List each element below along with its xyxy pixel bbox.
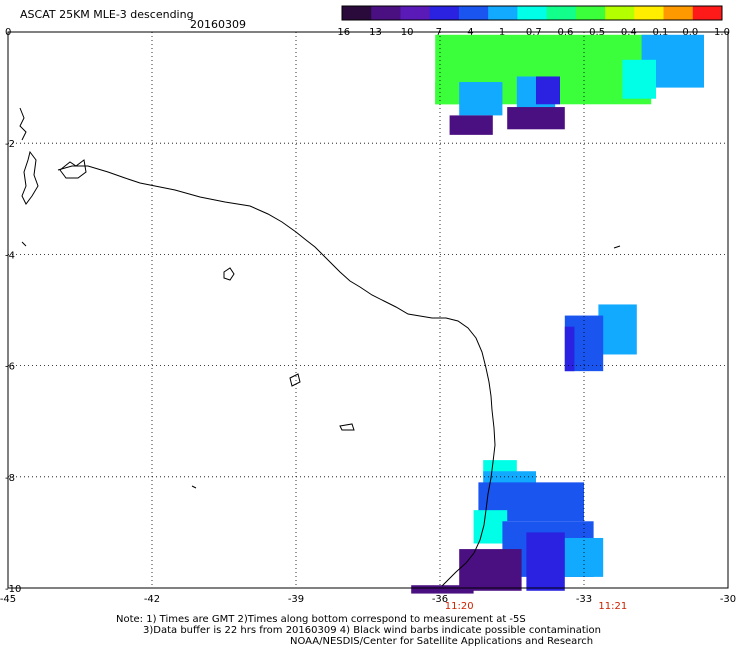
x-tick-label: -30 (720, 594, 736, 605)
colorbar-segment (488, 6, 518, 20)
x-tick-label: -42 (144, 594, 160, 605)
y-tick-label: 0 (5, 27, 11, 38)
time-label: 11:21 (598, 601, 627, 612)
colorbar-segment (400, 6, 431, 20)
swath-east (564, 304, 637, 372)
island-outline (223, 267, 235, 281)
x-tick-label: -39 (288, 594, 304, 605)
time-label: 11:20 (445, 601, 474, 612)
note-line-2: 3)Data buffer is 22 hrs from 20160309 4)… (143, 625, 601, 636)
map-title: ASCAT 25KM MLE-3 descending (20, 8, 194, 21)
swath-cell (536, 76, 560, 105)
coastline (57, 165, 496, 587)
swath-cell (507, 107, 565, 130)
colorbar-segment (546, 6, 577, 20)
island-outline (21, 150, 39, 205)
y-tick-label: -10 (5, 584, 21, 595)
colorbar-segment (605, 6, 635, 20)
note-line-1: Note: 1) Times are GMT 2)Times along bot… (116, 614, 526, 625)
island-outline (21, 241, 27, 247)
credit-line: NOAA/NESDIS/Center for Satellite Applica… (290, 636, 594, 647)
colorbar-segment (458, 6, 489, 20)
y-tick-label: -4 (5, 250, 15, 261)
colorbar-segment (575, 6, 606, 20)
colorbar-segment (634, 6, 665, 20)
colorbar-segment (517, 6, 548, 20)
island-outline (191, 485, 197, 489)
swath-cell (622, 59, 656, 99)
y-tick-label: -8 (5, 473, 15, 484)
map-date: 20160309 (190, 18, 246, 31)
colorbar-frame (341, 5, 723, 21)
y-tick-label: -2 (5, 139, 15, 150)
swath-cell (459, 549, 522, 591)
island-outline (339, 423, 355, 431)
swath-cell (449, 115, 493, 135)
swath-cell (598, 304, 637, 355)
swath-cell (459, 82, 503, 116)
swath-north (435, 34, 704, 135)
island-outline (613, 245, 621, 249)
swath-cell (526, 532, 565, 591)
colorbar-segment (342, 6, 372, 20)
island-outline (289, 373, 301, 387)
swath-cell (411, 585, 474, 594)
y-tick-label: -6 (5, 362, 15, 373)
swath-south (411, 460, 604, 594)
swath-cell (435, 82, 464, 105)
colorbar-segment (663, 6, 694, 20)
x-tick-label: -33 (576, 594, 592, 605)
x-tick-label: -36 (432, 594, 448, 605)
x-tick-label: -45 (0, 594, 16, 605)
swath-cell (473, 510, 508, 544)
colorbar-segment (692, 6, 723, 20)
island-outline (19, 107, 27, 141)
map-frame (7, 31, 729, 589)
colorbar-segment (371, 6, 401, 20)
colorbar-segment (429, 6, 460, 20)
swath-cell (564, 326, 575, 372)
island-outline (59, 159, 87, 179)
